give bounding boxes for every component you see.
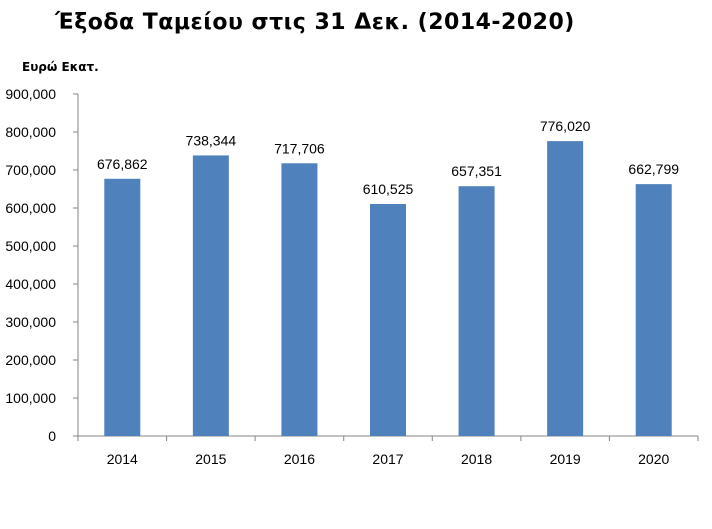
- y-tick-label: 800,000: [5, 124, 56, 140]
- bars: [104, 141, 672, 437]
- bar: [370, 204, 406, 436]
- data-label: 738,344: [186, 132, 237, 148]
- y-tick-label: 400,000: [5, 276, 56, 292]
- data-label: 662,799: [628, 161, 679, 177]
- bar: [458, 186, 495, 436]
- y-tick-label: 700,000: [5, 162, 56, 178]
- data-label: 610,525: [363, 181, 414, 197]
- data-label: 676,862: [97, 156, 148, 172]
- x-tick-label: 2014: [107, 451, 138, 467]
- y-tick-label: 900,000: [5, 86, 56, 102]
- y-tick-label: 100,000: [5, 390, 56, 406]
- x-tick-label: 2019: [550, 451, 581, 467]
- x-tick-label: 2015: [195, 451, 226, 467]
- bar: [635, 184, 672, 436]
- y-tick-label: 500,000: [5, 238, 56, 254]
- labels: 0 100,000 200,000 300,000 400,000 500,000 600,…: [5, 86, 679, 467]
- bar: [547, 141, 584, 436]
- y-tick-label: 200,000: [5, 352, 56, 368]
- y-tick-label: 0: [48, 428, 56, 444]
- bar: [104, 178, 141, 437]
- bar: [281, 163, 318, 436]
- data-label: 717,706: [274, 140, 325, 156]
- y-axis-unit-label: Ευρώ Εκατ.: [22, 60, 99, 74]
- x-tick-label: 2018: [461, 451, 492, 467]
- y-tick-label: 600,000: [5, 200, 56, 216]
- x-tick-label: 2016: [284, 451, 315, 467]
- chart-title: Έξοδα Ταμείου στις 31 Δεκ. (2014-2020): [55, 10, 575, 35]
- bar: [192, 155, 229, 437]
- data-label: 776,020: [540, 118, 591, 134]
- x-tick-label: 2020: [638, 451, 669, 467]
- y-tick-label: 300,000: [5, 314, 56, 330]
- data-label: 657,351: [451, 163, 502, 179]
- x-tick-label: 2017: [372, 451, 403, 467]
